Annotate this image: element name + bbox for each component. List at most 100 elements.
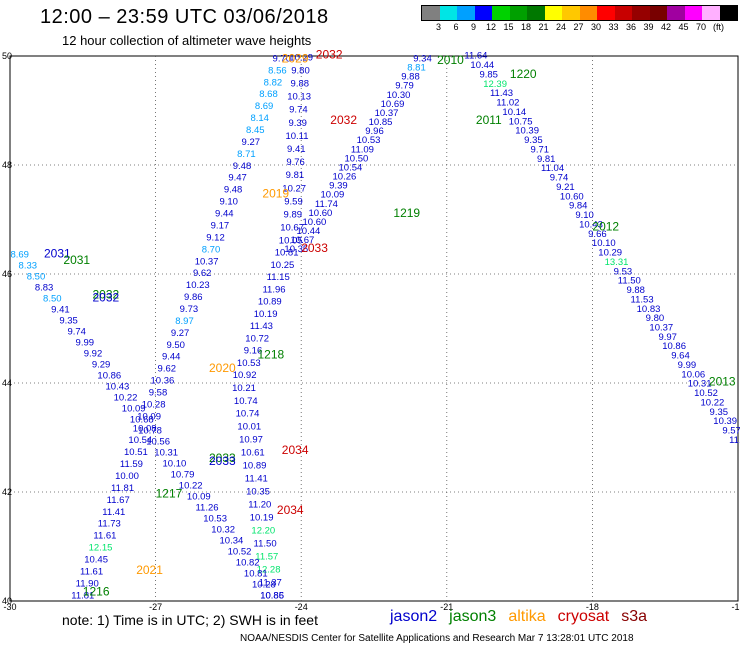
swh-value-label: 10.19: [250, 513, 274, 524]
legend-swatch: [702, 6, 720, 20]
swh-value-label: 10.72: [245, 333, 269, 344]
swh-value-label: 9.27: [242, 137, 261, 148]
swh-value-label: 11.43: [250, 321, 273, 332]
swh-value-label: 10.21: [232, 383, 256, 394]
swh-value-label: 10.60: [309, 208, 333, 219]
swh-value-label: 11.59: [120, 459, 143, 470]
swh-value-label: 9.59: [284, 196, 303, 207]
swh-value-label: 9.17: [211, 221, 230, 232]
x-tick-label: -27: [149, 602, 162, 612]
legend-label: 9: [470, 22, 476, 32]
swh-value-label: 9.44: [215, 209, 234, 220]
swh-value-label: 11.61: [80, 566, 103, 577]
legend-swatch: [684, 6, 702, 20]
legend-label: 12: [485, 22, 496, 32]
swh-value-label: 9.99: [76, 338, 95, 349]
swh-value-label: 10.05: [279, 236, 303, 247]
color-scale-unit: (ft): [713, 22, 724, 32]
swh-value-label: 9.47: [228, 173, 247, 184]
y-tick-label: 48: [2, 160, 12, 170]
legend-label: 70: [695, 22, 706, 32]
legend-label: 24: [555, 22, 566, 32]
legend-swatch: [439, 6, 457, 20]
time-tags: 2032 2029 2032 2010 1220 2011 2019 1219 2012 2033…: [44, 48, 736, 599]
pass-time-tag: 2032: [93, 288, 120, 302]
map-frame: [9, 55, 739, 602]
swh-value-label: 10.54: [339, 163, 363, 174]
swh-value-label: 12.20: [251, 525, 275, 536]
swh-value-label: 13.31: [605, 257, 629, 268]
swh-value-label: 10.43: [579, 219, 603, 230]
pass-time-tag: 2032: [93, 290, 120, 304]
swh-value-label: 9.73: [180, 304, 199, 315]
x-tick-label: -30: [3, 602, 16, 612]
swh-value-label: 10.86: [260, 590, 284, 601]
swh-value-label: 8.45: [246, 125, 265, 136]
swh-value-label: 10.85: [369, 117, 393, 128]
pass-time-tag: 2032: [330, 113, 357, 127]
pass-time-tag: 2033: [209, 451, 236, 465]
swh-value-label: 10.19: [254, 309, 278, 320]
pass-time-tag: 2033: [301, 241, 328, 255]
swh-value-label: 10.22: [179, 480, 203, 491]
pass-time-tag: 2020: [209, 361, 236, 375]
swh-value-label: 10.09: [321, 190, 345, 201]
swh-value-label: 10.37: [649, 323, 673, 334]
legend-swatch: [457, 6, 475, 20]
swh-value-label: 10.00: [115, 471, 139, 482]
swh-value-label: 11.04: [541, 163, 564, 174]
swh-value-label: 8.50: [27, 272, 46, 283]
swh-value-label: 10.10: [592, 238, 616, 249]
swh-value-label: 10.60: [303, 217, 327, 228]
swh-value-label: 8.56: [268, 65, 287, 76]
swh-value-label: 9.86: [184, 292, 203, 303]
grid-lines: [10, 56, 738, 601]
swh-value-label: 9.34: [413, 54, 432, 65]
swh-value-label: 10.32: [211, 524, 235, 535]
swh-value-label: 9.71: [531, 144, 550, 155]
swh-value-label: 9.35: [59, 316, 78, 327]
swh-value-label: 9.10: [219, 197, 238, 208]
swh-value-label: 10.28: [252, 579, 276, 590]
swh-value-label: 10.92: [233, 370, 257, 381]
swh-value-label: 11.67: [107, 495, 130, 506]
swh-value-label: 9.53: [614, 266, 633, 277]
swh-value-label: 9.79: [395, 81, 414, 92]
pass-time-tag: 2013: [709, 375, 736, 389]
swh-value-label: 11.96: [262, 284, 285, 295]
legend-swatch: [614, 6, 632, 20]
swh-value-label: 8.83: [35, 283, 54, 294]
x-tick-label: -15: [731, 602, 740, 612]
x-tick-label: -21: [440, 602, 453, 612]
swh-value-label: 9.39: [288, 118, 307, 129]
y-tick-label: 46: [2, 269, 12, 279]
swh-value-label: 10.37: [375, 108, 399, 119]
swh-value-label: 9.97: [658, 332, 677, 343]
swh-value-label: 9.39: [329, 181, 348, 192]
swh-value-label: 9.74: [67, 327, 86, 338]
swh-value-label: 10.22: [114, 393, 138, 404]
pass-time-tag: 2031: [63, 253, 90, 267]
pass-time-tag: 2021: [136, 563, 163, 577]
swh-value-label: 10.89: [243, 461, 267, 472]
satellite-s3a: s3a: [621, 608, 648, 625]
swh-value-label: 9.84: [569, 201, 588, 212]
swh-value-label: 10.85: [260, 590, 284, 601]
swh-value-label: 11.02: [496, 98, 519, 109]
swh-value-label: 11.64: [464, 51, 487, 62]
swh-value-label: 10.81: [244, 568, 268, 579]
swh-value-label: 11.81: [111, 483, 134, 494]
swh-value-label: 10.36: [151, 376, 175, 387]
swh-value-label: 9.66: [588, 229, 607, 240]
pass-time-tag: 1216: [83, 585, 110, 599]
swh-value-label: 9.81: [537, 154, 556, 165]
swh-value-label: 10.78: [138, 426, 162, 437]
swh-value-label: 12.28: [257, 564, 281, 575]
swh-value-label: 8.68: [259, 89, 278, 100]
swh-value-label: 10.54: [128, 435, 152, 446]
legend-swatch: [422, 6, 440, 20]
swh-value-label: 10.30: [387, 90, 411, 101]
swh-value-label: 10.86: [662, 341, 686, 352]
swh-value-label: 10.82: [236, 557, 260, 568]
swh-value-label: 10.97: [239, 435, 263, 446]
